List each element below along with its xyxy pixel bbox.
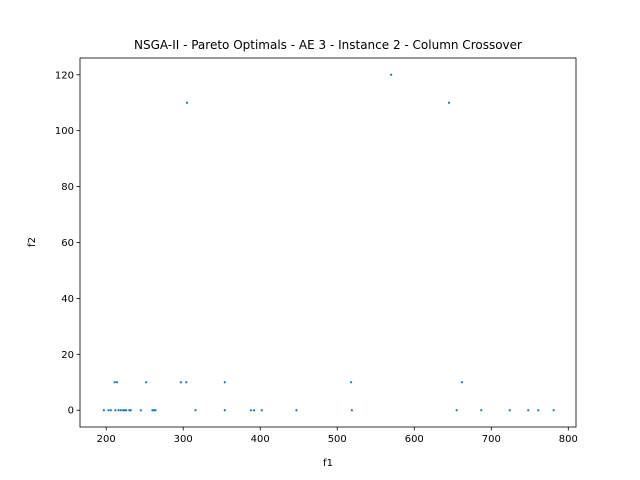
- plot-area-frame: [79, 57, 577, 428]
- data-point-14: [154, 409, 157, 412]
- data-point-19: [260, 409, 263, 412]
- data-point-10: [129, 409, 132, 412]
- x-tick-label-400: 400: [251, 434, 270, 445]
- x-tick-label-600: 600: [405, 434, 424, 445]
- data-point-31: [179, 381, 182, 384]
- data-point-27: [552, 409, 555, 412]
- y-axis: 0 20 40 60 80 100 120: [55, 70, 80, 417]
- points-layer: [102, 73, 555, 412]
- data-point-38: [390, 73, 393, 76]
- data-point-35: [460, 381, 464, 384]
- data-point-30: [145, 381, 148, 384]
- data-point-33: [223, 381, 226, 384]
- data-point-20: [295, 409, 298, 412]
- data-point-23: [480, 409, 483, 412]
- y-tick-label-100: 100: [55, 126, 74, 137]
- data-point-13: [152, 409, 156, 412]
- data-point-25: [527, 409, 530, 412]
- data-point-1: [107, 409, 110, 412]
- data-point-24: [508, 409, 511, 412]
- data-point-12: [151, 409, 154, 412]
- y-tick-label-80: 80: [61, 182, 74, 193]
- data-point-4: [117, 409, 120, 412]
- data-point-29: [115, 381, 119, 384]
- data-point-8: [125, 409, 128, 412]
- data-point-7: [123, 409, 126, 412]
- y-tick-label-40: 40: [61, 294, 74, 305]
- data-point-6: [122, 409, 125, 412]
- y-tick-label-120: 120: [55, 70, 74, 81]
- x-tick-label-300: 300: [174, 434, 193, 445]
- data-point-36: [185, 101, 189, 104]
- data-point-11: [139, 409, 142, 412]
- data-point-21: [350, 409, 353, 412]
- y-axis-label: f2: [27, 237, 38, 247]
- data-point-3: [114, 409, 117, 412]
- data-point-16: [223, 409, 226, 412]
- x-tick-label-800: 800: [559, 434, 578, 445]
- data-point-32: [185, 381, 188, 384]
- y-tick-label-20: 20: [61, 350, 74, 361]
- x-axis-label: f1: [323, 458, 333, 469]
- y-tick-label-60: 60: [61, 238, 74, 249]
- data-point-9: [128, 409, 131, 412]
- x-axis: 200 300 400 500 600 700 800: [97, 427, 578, 445]
- x-tick-label-200: 200: [97, 434, 116, 445]
- data-point-15: [194, 409, 197, 412]
- data-point-28: [113, 381, 116, 384]
- y-tick-label-0: 0: [68, 406, 74, 417]
- data-point-2: [109, 409, 112, 412]
- data-point-5: [119, 409, 122, 412]
- data-point-37: [447, 101, 451, 104]
- chart-title: NSGA-II - Pareto Optimals - AE 3 - Insta…: [134, 38, 522, 52]
- data-point-0: [102, 409, 105, 412]
- data-point-34: [350, 381, 353, 384]
- data-point-18: [252, 409, 256, 412]
- data-point-17: [249, 409, 253, 412]
- x-tick-label-700: 700: [482, 434, 501, 445]
- data-point-22: [455, 409, 458, 412]
- x-tick-label-500: 500: [328, 434, 347, 445]
- data-point-26: [537, 409, 540, 412]
